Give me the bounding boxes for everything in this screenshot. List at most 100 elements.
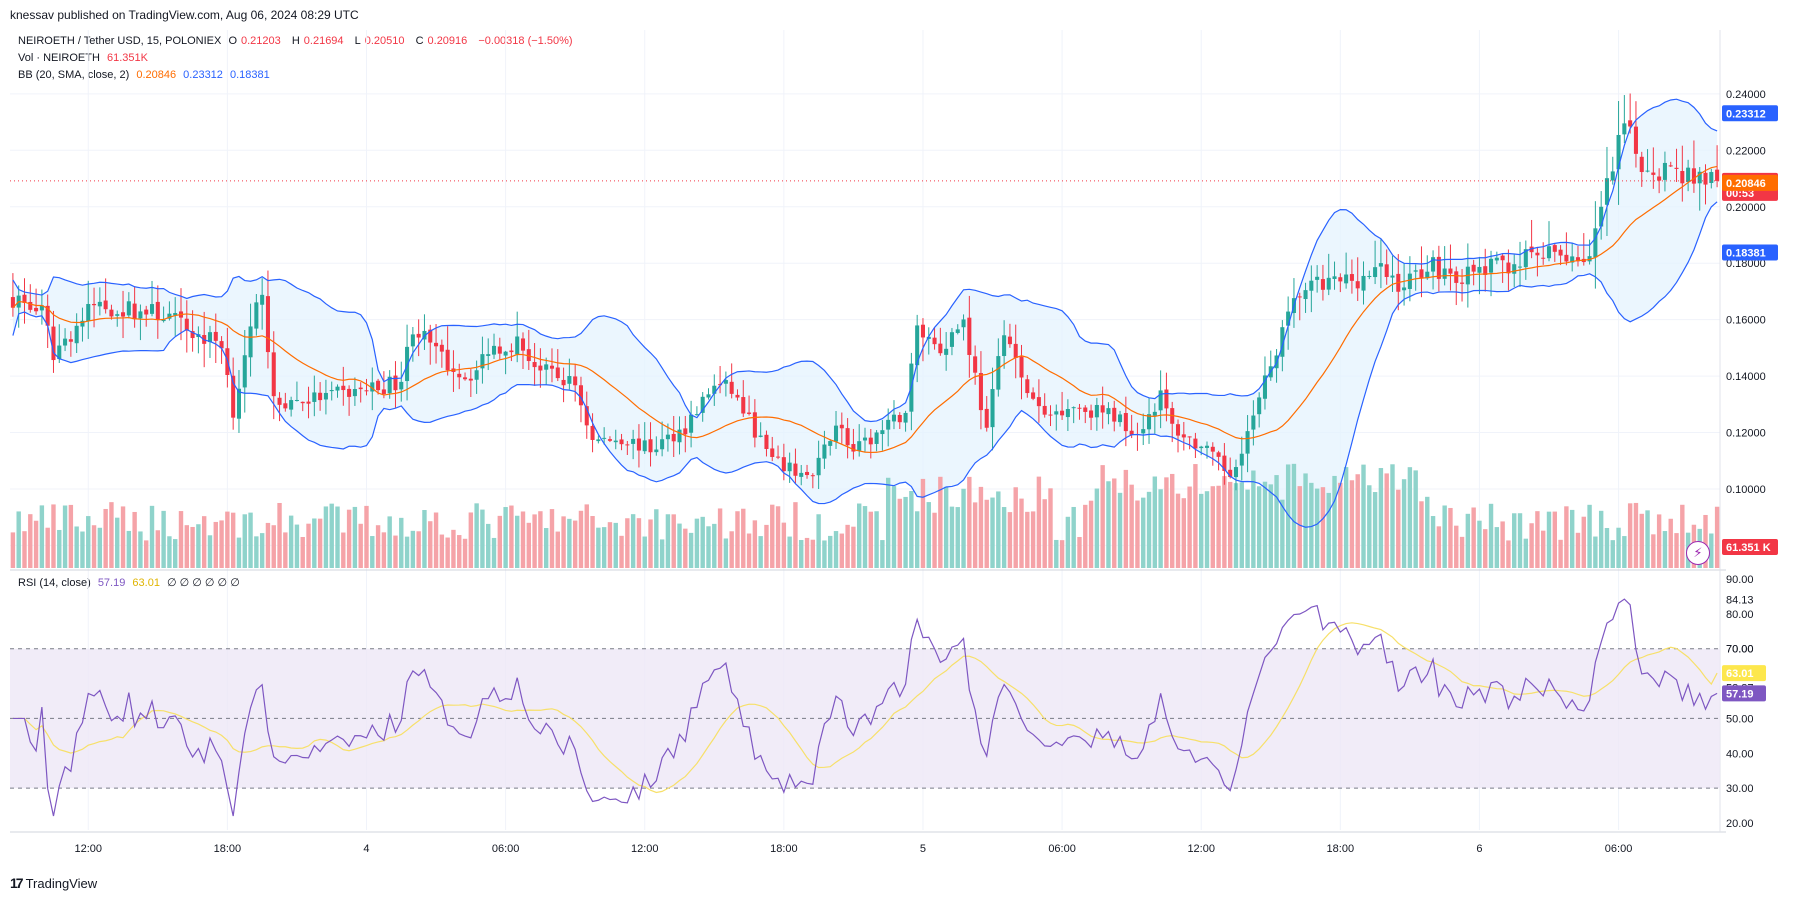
time-tick-label: 12:00 (74, 843, 102, 855)
bb-basis-line (12, 165, 1718, 454)
candle-body (306, 401, 311, 404)
volume-bar (578, 510, 584, 568)
candle-body (677, 429, 682, 443)
candle-body (932, 337, 937, 345)
volume-bar (1309, 482, 1314, 568)
candle-body (1303, 290, 1308, 300)
candle-body (231, 375, 236, 418)
candle-body (648, 439, 653, 453)
volume-bar (242, 514, 247, 568)
candle-body (1639, 156, 1644, 173)
volume-bar (1454, 525, 1459, 568)
volume-bar (1349, 480, 1355, 568)
candle-body (45, 305, 50, 326)
candle-body (1344, 274, 1349, 284)
volume-bar (1007, 512, 1013, 568)
candle-body (1523, 249, 1528, 268)
volume-bar (1569, 509, 1575, 568)
volume-bar (1193, 464, 1198, 568)
candle-body (393, 375, 398, 391)
candle-body (1668, 165, 1673, 167)
volume-bar (178, 511, 184, 568)
candle-body (520, 338, 526, 351)
volume-bar (1488, 503, 1494, 568)
rsi-line (12, 598, 1718, 817)
rsi-tick-label: 40.00 (1726, 748, 1754, 760)
candle-body (1309, 280, 1314, 291)
candle-body (1280, 327, 1285, 357)
candle-body (97, 301, 102, 307)
volume-bar (167, 536, 172, 568)
rsi-tag-label: 70.00 (1726, 644, 1754, 656)
rsi-extra-values: ∅ ∅ ∅ ∅ ∅ ∅ (167, 577, 240, 589)
volume-bar (387, 516, 392, 568)
volume-bar (1146, 491, 1152, 568)
volume-bar (920, 478, 926, 568)
volume-bar (381, 532, 387, 568)
candle-body (1674, 167, 1679, 169)
volume-bar (1610, 540, 1615, 568)
volume-bar (1303, 473, 1308, 568)
volume-bar (839, 533, 845, 568)
volume-bar (428, 521, 433, 568)
volume-bar (393, 535, 398, 568)
candle-body (1158, 390, 1163, 411)
candle-body (1535, 252, 1540, 256)
candle-body (839, 424, 844, 429)
volume-bar (1558, 539, 1563, 568)
candle-body (1431, 257, 1436, 272)
volume-bar (984, 499, 989, 568)
rsi-label[interactable]: RSI (14, close) (18, 577, 91, 589)
candle-body (567, 376, 572, 384)
candle-body (289, 400, 294, 410)
volume-bar (288, 515, 294, 568)
volume-bar (590, 516, 595, 568)
volume-bar (173, 539, 178, 568)
lightning-icon[interactable]: ⚡ (1686, 541, 1710, 565)
volume-bar (671, 514, 676, 568)
candle-body (561, 379, 566, 386)
volume-bar (1025, 511, 1030, 568)
volume-bar (109, 502, 114, 568)
candle-body (1703, 172, 1708, 185)
symbol-name[interactable]: NEIROETH / Tether USD, 15, POLONIEX (18, 35, 222, 47)
volume-bar (1297, 486, 1302, 568)
candle-body (781, 457, 786, 472)
volume-bar (1523, 538, 1529, 568)
candle-body (1506, 262, 1511, 274)
volume-bar (190, 526, 195, 568)
candle-body (184, 318, 189, 331)
candle-body (1691, 168, 1696, 184)
candle-body (387, 376, 392, 394)
volume-bar (1164, 477, 1169, 568)
candle-body (1500, 255, 1505, 261)
time-tick-label: 18:00 (770, 843, 798, 855)
candle-body (497, 346, 502, 354)
volume-bar (1668, 518, 1673, 568)
tradingview-logo[interactable]: 17 TradingView (10, 875, 97, 891)
price-tag: 0.23312 (1722, 105, 1778, 122)
rsi-tick-label: 20.00 (1726, 818, 1754, 830)
volume-bar (520, 511, 526, 568)
volume-bar (1529, 523, 1534, 568)
close-value: 0.20916 (427, 35, 468, 47)
publisher-credit: knessav published on TradingView.com, Au… (10, 8, 359, 22)
rsi-tag: 84.13 (1726, 594, 1754, 606)
candle-body (874, 432, 879, 444)
volume-bar (1123, 469, 1129, 568)
tv-logo-text: TradingView (25, 875, 98, 891)
candle-body (596, 439, 601, 442)
bb-label[interactable]: BB (20, SMA, close, 2) (18, 69, 130, 81)
volume-bar (1170, 473, 1175, 568)
time-tick-label: 4 (363, 843, 369, 855)
candle-body (352, 389, 357, 397)
volume-label[interactable]: Vol · NEIROETH (18, 52, 100, 64)
candle-body (1616, 134, 1621, 170)
volume-bar (45, 527, 50, 568)
volume-bar (1013, 487, 1018, 568)
candle-body (416, 333, 421, 338)
candle-body (1031, 392, 1036, 399)
time-tick-label: 06:00 (1605, 843, 1633, 855)
volume-bar (115, 517, 120, 568)
